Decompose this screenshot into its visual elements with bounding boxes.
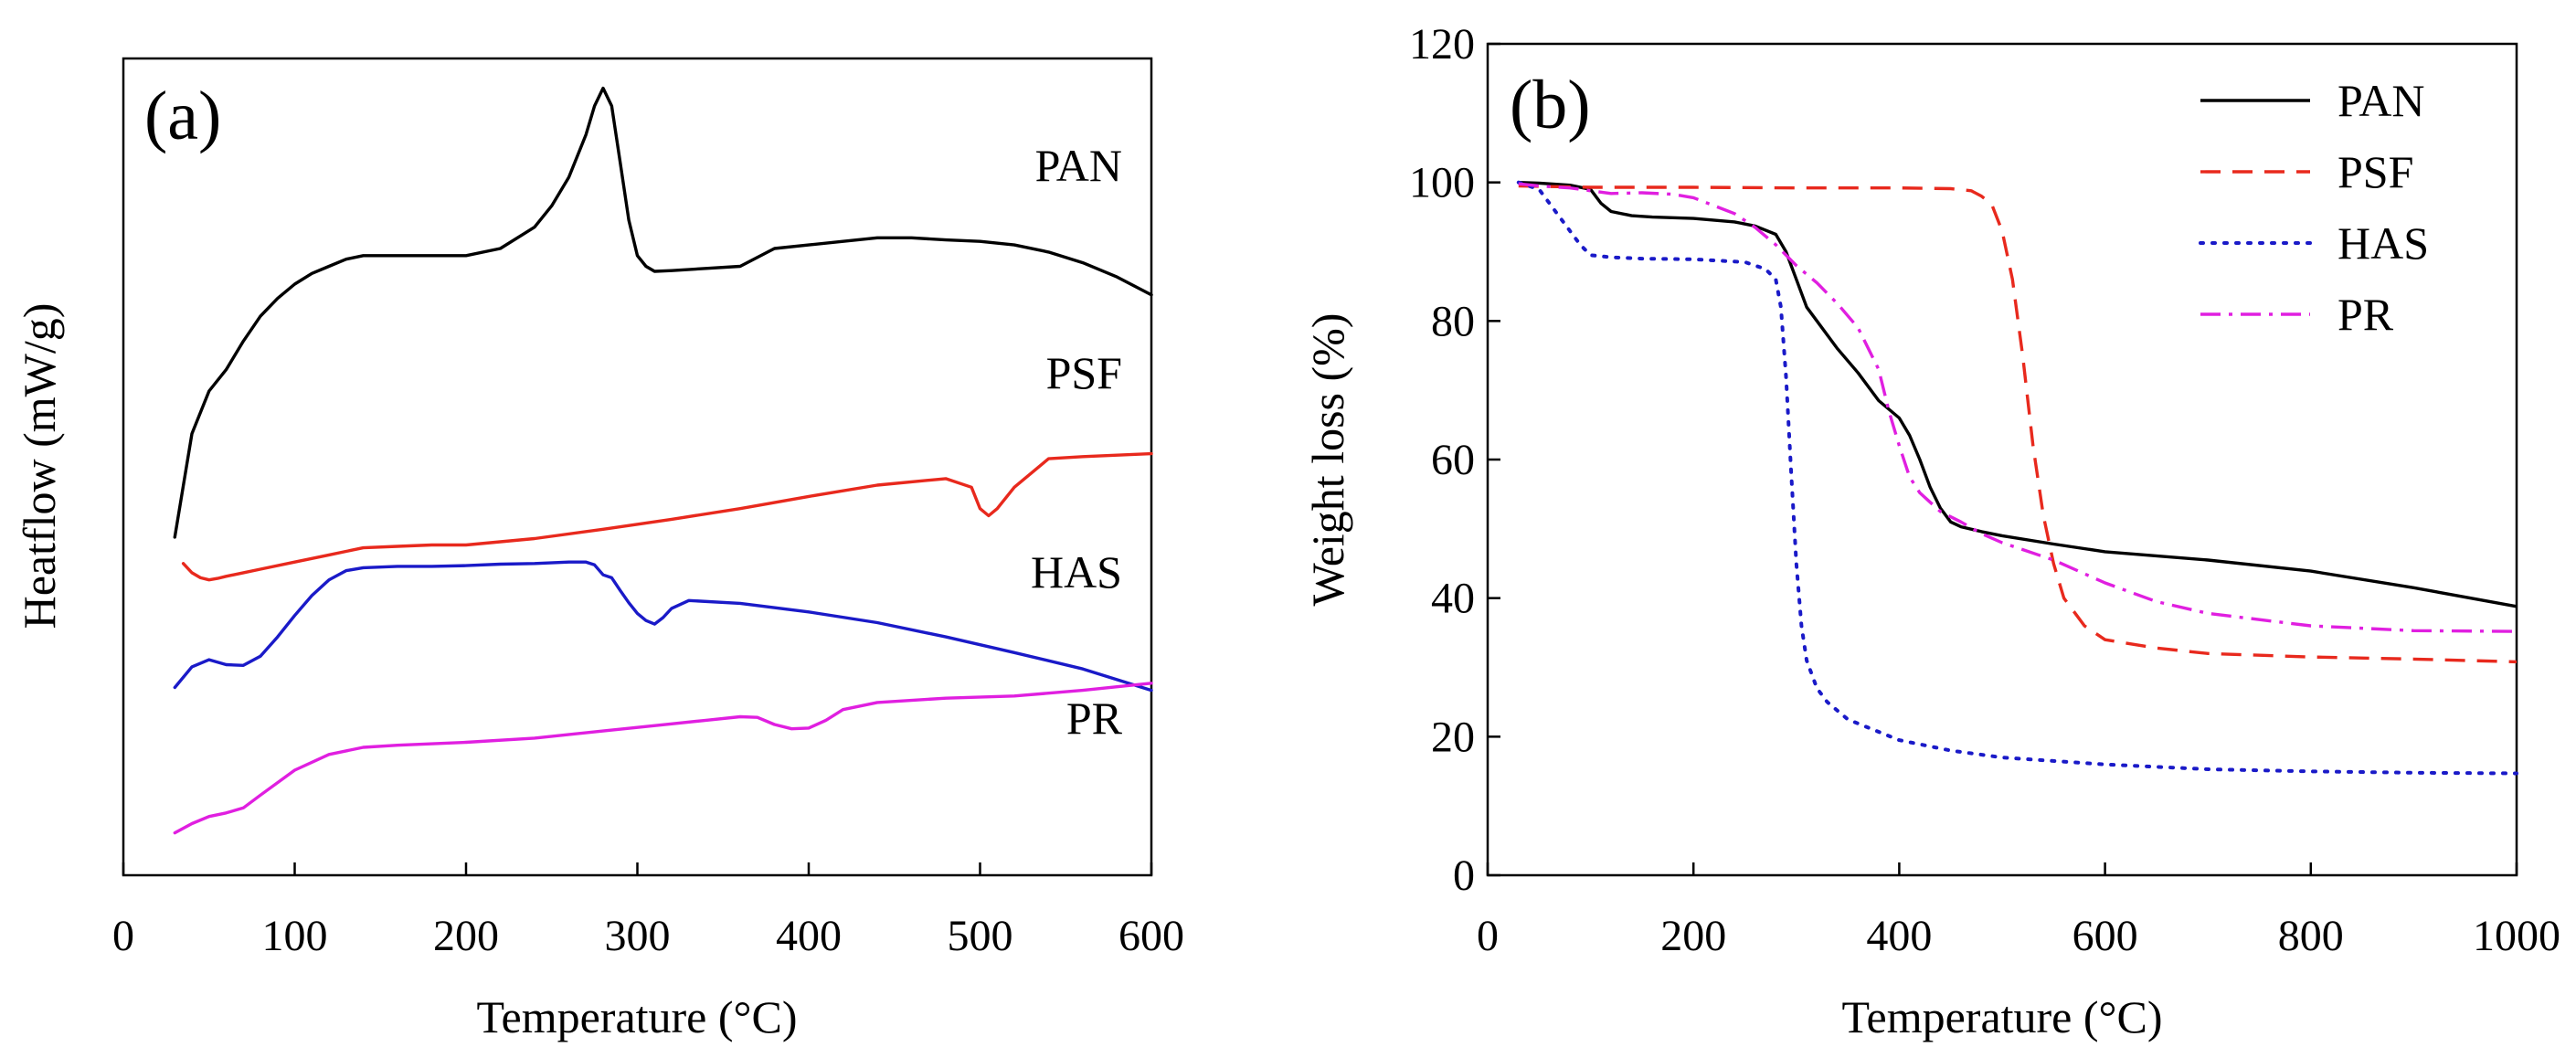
x-tick-label-b: 600 [2072, 912, 2138, 960]
y-tick-label-b: 0 [1453, 851, 1475, 900]
chart-panel-b: 0 200 400 600 800 1000 0 20 40 60 80 100 120 PAN PSF H… [1302, 20, 2560, 1042]
legend-label-has: HAS [2337, 217, 2429, 269]
y-tick-label-b: 100 [1409, 159, 1475, 207]
plot-frame-a [122, 57, 1153, 877]
series-line-b-pr [1518, 182, 2518, 633]
x-tick-label-a: 100 [262, 912, 328, 960]
x-axis-label-b: Temperature (°C) [1841, 991, 2162, 1042]
x-tick-label-b: 400 [1866, 912, 1932, 960]
y-tick-label-b: 60 [1431, 436, 1475, 484]
legend-b: PAN PSF HAS PR [2199, 75, 2429, 340]
series-line-a-pan [173, 86, 1153, 539]
series-label-a-psf: PSF [1046, 347, 1122, 398]
x-tick-label-b: 1000 [2473, 912, 2560, 960]
y-tick-label-b: 20 [1431, 713, 1475, 761]
y-tick-label-b: 80 [1431, 297, 1475, 345]
x-tick-label-a: 600 [1118, 912, 1184, 960]
series-label-a-pr: PR [1066, 693, 1123, 744]
panel-label-a: (a) [144, 78, 221, 154]
y-tick-label-b: 120 [1409, 20, 1475, 69]
legend-label-pr: PR [2337, 289, 2394, 340]
y-tick-label-b: 40 [1431, 575, 1475, 623]
x-tick-label-b: 0 [1477, 912, 1499, 960]
x-axis-label-a: Temperature (°C) [476, 991, 797, 1042]
series-line-a-psf [181, 451, 1153, 582]
x-tick-label-a: 500 [948, 912, 1013, 960]
series-label-a-pan: PAN [1035, 140, 1122, 191]
legend-label-psf: PSF [2337, 146, 2413, 197]
series-line-b-has [1516, 180, 2518, 776]
legend-label-pan: PAN [2337, 75, 2424, 126]
x-tick-label-a: 0 [112, 912, 134, 960]
x-ticks-a: 0 100 200 300 400 500 600 [112, 862, 1184, 960]
x-tick-label-a: 400 [776, 912, 842, 960]
series-labels-a: PAN PSF HAS PR [1031, 140, 1123, 744]
series-line-a-pr [173, 682, 1153, 835]
panel-label-b: (b) [1510, 67, 1591, 143]
x-tick-label-a: 200 [433, 912, 499, 960]
series-label-a-has: HAS [1031, 546, 1122, 598]
x-tick-label-b: 200 [1660, 912, 1726, 960]
x-tick-label-a: 300 [605, 912, 671, 960]
series-line-b-psf [1518, 184, 2518, 664]
chart-panel-a: 0 100 200 300 400 500 600 PAN PSF HAS PR (a) Temp… [14, 57, 1184, 1042]
y-axis-label-b: Weight loss (%) [1302, 313, 1353, 607]
series-line-b-pan [1518, 181, 2518, 608]
series-group-a [173, 86, 1153, 835]
axis-ticks-b: 0 200 400 600 800 1000 0 20 40 60 80 100 120 [1409, 20, 2560, 960]
series-group-b [1516, 180, 2518, 776]
y-axis-label-a: Heatflow (mW/g) [14, 303, 65, 629]
series-line-a-has [173, 560, 1153, 693]
x-tick-label-b: 800 [2278, 912, 2344, 960]
